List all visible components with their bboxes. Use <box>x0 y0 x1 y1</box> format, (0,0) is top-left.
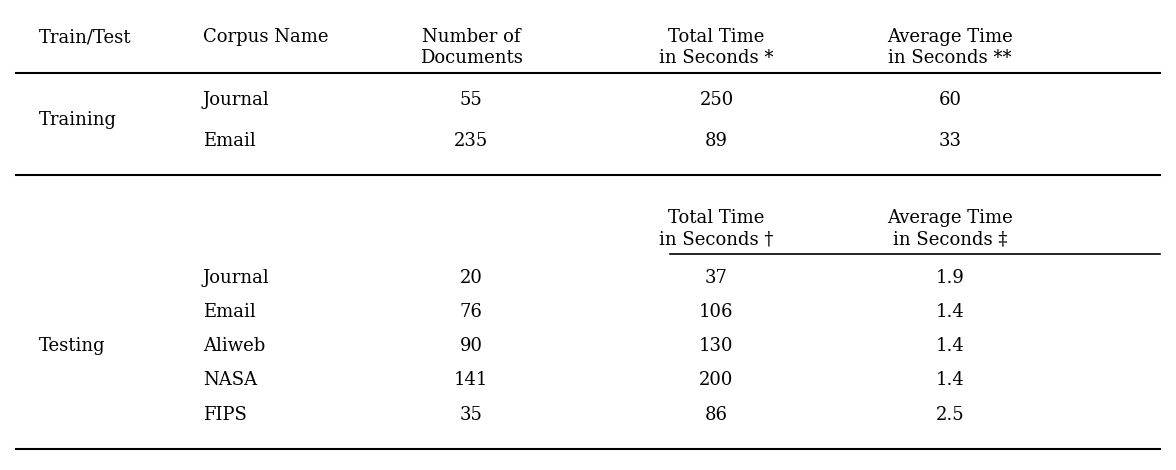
Text: 235: 235 <box>454 132 488 150</box>
Text: 90: 90 <box>460 337 482 355</box>
Text: Average Time
in Seconds **: Average Time in Seconds ** <box>887 28 1013 67</box>
Text: Number of
Documents: Number of Documents <box>420 28 522 67</box>
Text: Total Time
in Seconds *: Total Time in Seconds * <box>660 28 774 67</box>
Text: Testing: Testing <box>39 337 106 355</box>
Text: Journal: Journal <box>202 91 269 109</box>
Text: Email: Email <box>202 303 255 321</box>
Text: 20: 20 <box>460 269 482 287</box>
Text: 200: 200 <box>700 371 734 389</box>
Text: Total Time
in Seconds †: Total Time in Seconds † <box>660 209 774 248</box>
Text: Aliweb: Aliweb <box>202 337 265 355</box>
Text: 250: 250 <box>700 91 734 109</box>
Text: 89: 89 <box>704 132 728 150</box>
Text: 86: 86 <box>704 406 728 423</box>
Text: 55: 55 <box>460 91 482 109</box>
Text: Corpus Name: Corpus Name <box>202 28 328 46</box>
Text: 76: 76 <box>460 303 482 321</box>
Text: 130: 130 <box>700 337 734 355</box>
Text: 1.4: 1.4 <box>936 337 964 355</box>
Text: FIPS: FIPS <box>202 406 247 423</box>
Text: 106: 106 <box>700 303 734 321</box>
Text: 35: 35 <box>460 406 482 423</box>
Text: 141: 141 <box>454 371 488 389</box>
Text: NASA: NASA <box>202 371 256 389</box>
Text: 37: 37 <box>704 269 728 287</box>
Text: Average Time
in Seconds ‡: Average Time in Seconds ‡ <box>887 209 1013 248</box>
Text: 1.4: 1.4 <box>936 303 964 321</box>
Text: 60: 60 <box>938 91 962 109</box>
Text: 1.9: 1.9 <box>936 269 964 287</box>
Text: Train/Test: Train/Test <box>39 28 132 46</box>
Text: Email: Email <box>202 132 255 150</box>
Text: 33: 33 <box>938 132 962 150</box>
Text: 2.5: 2.5 <box>936 406 964 423</box>
Text: Journal: Journal <box>202 269 269 287</box>
Text: 1.4: 1.4 <box>936 371 964 389</box>
Text: Training: Training <box>39 111 118 129</box>
